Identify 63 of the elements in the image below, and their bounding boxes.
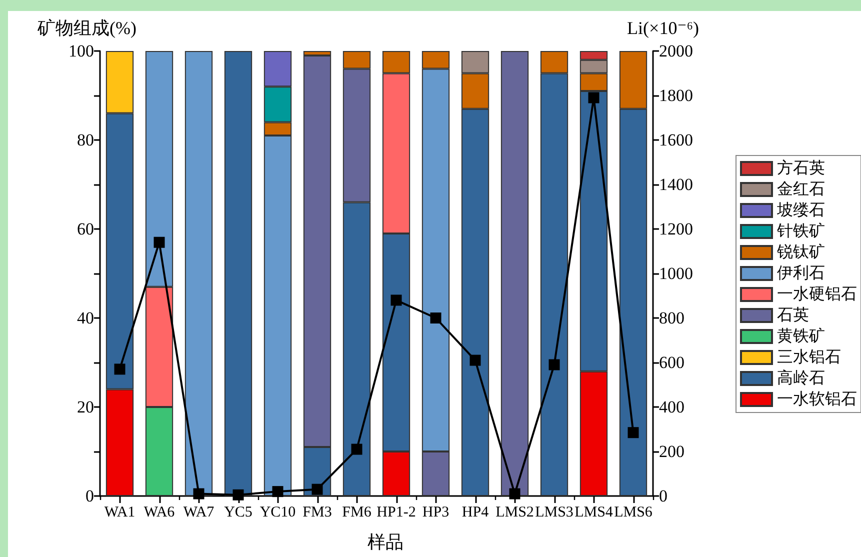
x-tick-label: LMS3 bbox=[535, 504, 574, 520]
x-tick-label: LMS2 bbox=[496, 504, 534, 520]
y2-tick-label: 600 bbox=[659, 353, 684, 372]
x-tick-label: HP4 bbox=[462, 504, 490, 520]
point bbox=[430, 312, 442, 324]
point bbox=[154, 236, 165, 248]
x-tick-label: LMS4 bbox=[574, 504, 614, 520]
y2-tick-label: 2000 bbox=[659, 42, 693, 60]
point bbox=[312, 484, 323, 495]
legend-label: 石英 bbox=[777, 306, 809, 324]
x-tick-label: FM6 bbox=[342, 504, 372, 520]
point bbox=[509, 488, 520, 500]
point bbox=[193, 488, 204, 500]
bar bbox=[184, 51, 213, 496]
legend-label: 伊利石 bbox=[777, 264, 825, 282]
y2-tick-label: 0 bbox=[659, 486, 668, 506]
x-tick-label: LMS6 bbox=[614, 504, 653, 520]
point bbox=[390, 294, 402, 306]
x-tick-label: WA1 bbox=[104, 504, 136, 520]
point bbox=[351, 444, 362, 455]
legend-label: 坡缕石 bbox=[776, 201, 825, 219]
y2-axis-title: Li(×10⁻⁶) bbox=[627, 18, 699, 38]
y2-tick-label: 200 bbox=[659, 442, 684, 461]
legend-label: 一水硬铝石 bbox=[777, 285, 857, 303]
y2-tick-label: 1400 bbox=[659, 175, 693, 194]
point bbox=[272, 486, 284, 498]
legend-label: 方石英 bbox=[777, 159, 825, 177]
y-axis-title: 矿物组成(%) bbox=[36, 18, 136, 38]
legend-label: 一水软铝石 bbox=[777, 390, 857, 408]
point bbox=[588, 92, 600, 104]
legend-label: 针铁矿 bbox=[776, 222, 825, 240]
x-tick-label: YC10 bbox=[260, 504, 296, 520]
y-tick-label: 40 bbox=[77, 308, 94, 328]
y2-tick-label: 1000 bbox=[659, 264, 693, 283]
legend-label: 锐钛矿 bbox=[776, 243, 825, 261]
y2-tick-label: 1200 bbox=[659, 220, 693, 238]
point bbox=[114, 364, 126, 375]
bar bbox=[500, 51, 529, 496]
y2-tick-label: 1600 bbox=[659, 130, 693, 150]
y2-tick-label: 400 bbox=[659, 398, 684, 416]
y2-tick-label: 1800 bbox=[659, 86, 693, 105]
y-tick-label: 80 bbox=[77, 130, 94, 150]
x-tick-label: HP3 bbox=[422, 504, 450, 520]
bar bbox=[224, 51, 252, 496]
point bbox=[232, 489, 244, 500]
point bbox=[628, 427, 639, 438]
legend-label: 三水铝石 bbox=[777, 348, 841, 366]
x-tick-label: WA6 bbox=[144, 504, 176, 520]
y-tick-label: 60 bbox=[77, 220, 94, 238]
x-tick-label: YC5 bbox=[224, 504, 252, 520]
x-tick-label: HP1-2 bbox=[376, 504, 416, 520]
y-tick-label: 0 bbox=[86, 486, 94, 506]
point bbox=[548, 359, 560, 370]
legend-label: 金红石 bbox=[777, 181, 825, 198]
y-tick-label: 20 bbox=[77, 398, 94, 416]
point bbox=[470, 354, 481, 366]
x-axis-title: 样品 bbox=[368, 532, 404, 552]
legend-label: 黄铁矿 bbox=[777, 327, 825, 345]
x-tick-label: WA7 bbox=[183, 504, 215, 520]
x-tick-label: FM3 bbox=[302, 504, 332, 520]
y-tick-label: 100 bbox=[68, 42, 94, 60]
y2-tick-label: 800 bbox=[659, 308, 684, 328]
legend-label: 高岭石 bbox=[777, 369, 825, 387]
